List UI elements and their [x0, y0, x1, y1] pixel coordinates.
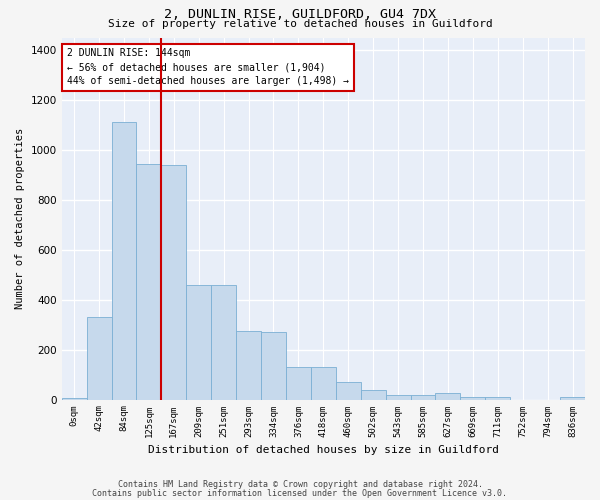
- Bar: [112, 122, 136, 400]
- Bar: [361, 390, 386, 400]
- Text: Contains public sector information licensed under the Open Government Licence v3: Contains public sector information licen…: [92, 488, 508, 498]
- Bar: [136, 164, 161, 400]
- Bar: [311, 367, 336, 400]
- Bar: [86, 317, 112, 400]
- Bar: [436, 394, 460, 400]
- Bar: [261, 332, 286, 400]
- Bar: [336, 382, 361, 400]
- Bar: [186, 284, 211, 400]
- Bar: [211, 284, 236, 400]
- Bar: [410, 394, 436, 400]
- Bar: [62, 398, 86, 400]
- X-axis label: Distribution of detached houses by size in Guildford: Distribution of detached houses by size …: [148, 445, 499, 455]
- Y-axis label: Number of detached properties: Number of detached properties: [15, 128, 25, 309]
- Bar: [161, 165, 186, 400]
- Bar: [560, 397, 585, 400]
- Bar: [236, 331, 261, 400]
- Text: 2 DUNLIN RISE: 144sqm
← 56% of detached houses are smaller (1,904)
44% of semi-d: 2 DUNLIN RISE: 144sqm ← 56% of detached …: [67, 48, 349, 86]
- Text: Size of property relative to detached houses in Guildford: Size of property relative to detached ho…: [107, 19, 493, 29]
- Bar: [286, 367, 311, 400]
- Text: 2, DUNLIN RISE, GUILDFORD, GU4 7DX: 2, DUNLIN RISE, GUILDFORD, GU4 7DX: [164, 8, 436, 21]
- Bar: [485, 396, 510, 400]
- Bar: [386, 394, 410, 400]
- Text: Contains HM Land Registry data © Crown copyright and database right 2024.: Contains HM Land Registry data © Crown c…: [118, 480, 482, 489]
- Bar: [460, 396, 485, 400]
